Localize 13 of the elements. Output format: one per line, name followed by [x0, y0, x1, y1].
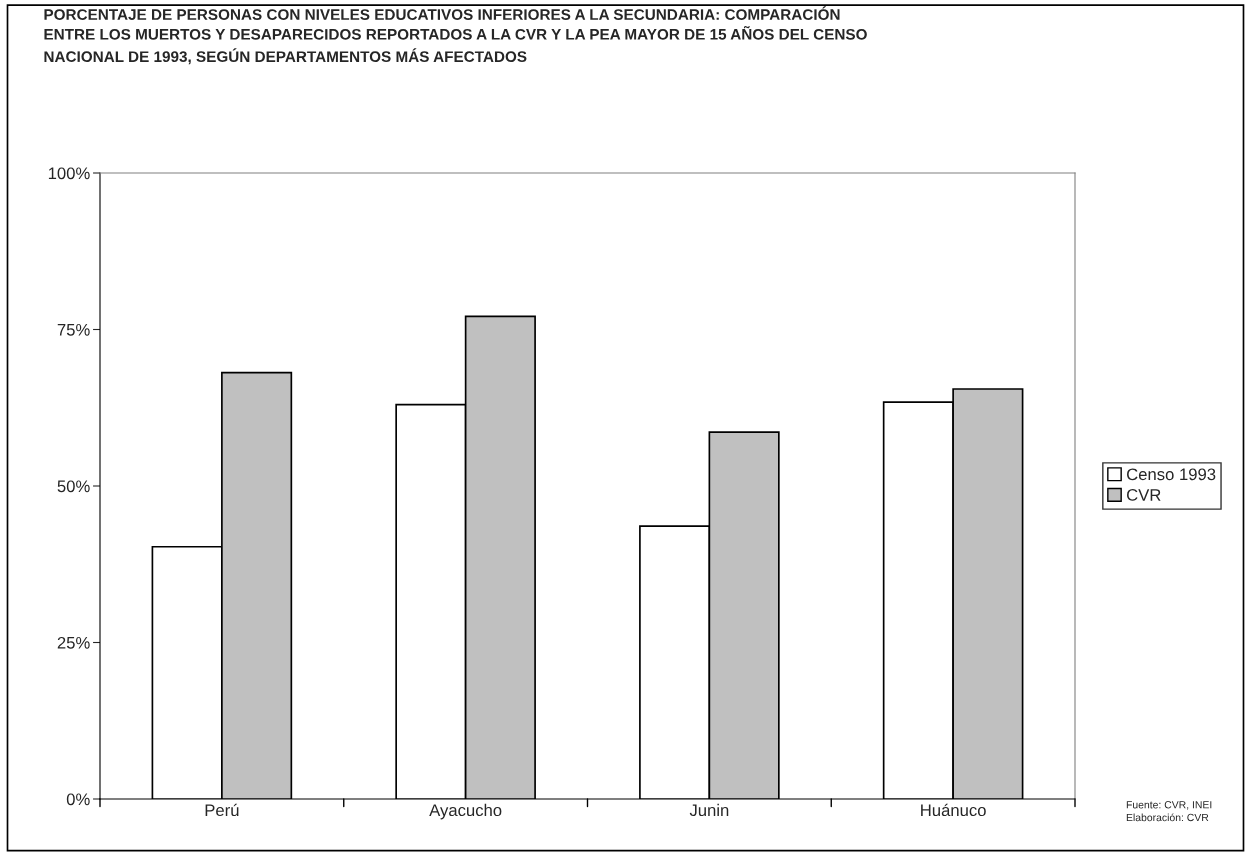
- y-tick-label: 50%: [57, 480, 90, 493]
- legend-label: CVR: [1127, 489, 1161, 501]
- y-tick-label: 100%: [48, 167, 90, 180]
- source-note: Fuente: CVR, INEI Elaboración: CVR: [1126, 801, 1212, 822]
- x-tick-label: Perú: [205, 803, 239, 817]
- y-tick-label: 75%: [57, 323, 90, 336]
- chart-title: PORCENTAJE DE PERSONAS CON NIVELES EDUCATIVOS INFERIORES A LA SECUNDARIA: COMPARACIÓN ENTRE LOS MUERTOS Y DESAPARECIDOS REPORTADOS A LA CVR Y LA PEA MAYOR DE 15 AÑOS DEL CENSO NACIONAL DE 1993, SEGÚN DEPARTAMENTOS MÁS AFECTADOS: [44, 6, 867, 65]
- y-tick-label: 25%: [57, 636, 90, 649]
- legend-label: Censo 1993: [1127, 468, 1216, 481]
- y-tick-label: 0%: [66, 793, 90, 806]
- x-tick-label: Huánuco: [921, 803, 986, 817]
- x-tick-label: Ayacucho: [429, 803, 502, 820]
- x-tick-label: Junin: [689, 803, 729, 817]
